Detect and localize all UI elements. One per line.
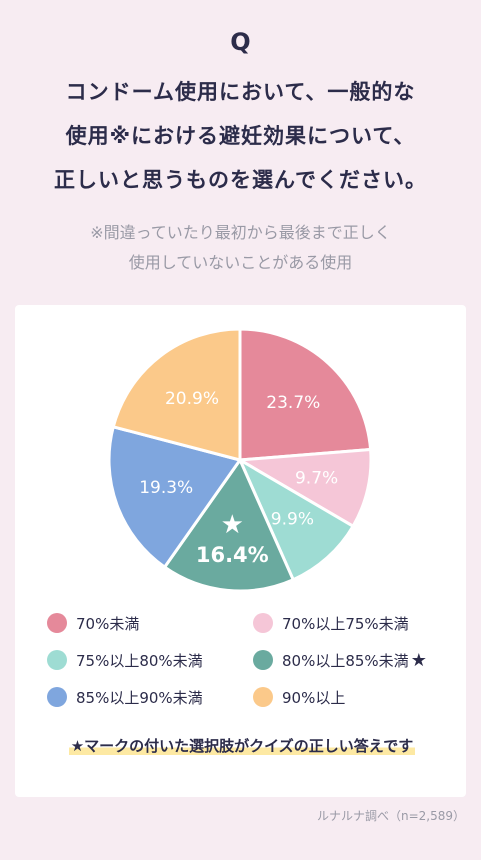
slice-value-label: 16.4% xyxy=(196,543,269,567)
pie-slice xyxy=(238,327,373,462)
legend-label: 75%以上80%未満 xyxy=(76,651,203,670)
legend-swatch xyxy=(47,687,67,707)
legend-item: 75%以上80%未満 xyxy=(47,646,203,674)
legend-label: 85%以上90%未満 xyxy=(76,688,203,707)
legend-swatch xyxy=(253,687,273,707)
legend-item: 70%未満 xyxy=(47,609,139,637)
question-line: コンドーム使用において、一般的な xyxy=(65,80,416,104)
pie-slice xyxy=(163,458,295,593)
legend-swatch xyxy=(253,613,273,633)
legend-swatch xyxy=(47,650,67,670)
legend-item: 80%以上85%未満 ★ xyxy=(253,646,427,674)
note-line: 使用していないことがある使用 xyxy=(128,253,353,272)
pie-chart: 23.7% 9.7% 9.9% ★ 16.4% 19.3% 20.9% xyxy=(107,327,373,593)
source-credit: ルナルナ調べ（n=2,589） xyxy=(316,809,465,823)
question-text: コンドーム使用において、一般的な 使用※における避妊効果について、 正しいと思う… xyxy=(0,70,481,202)
slice-value-label: 19.3% xyxy=(139,478,193,498)
slice-value-label: 9.7% xyxy=(295,469,338,489)
legend-swatch xyxy=(253,650,273,670)
legend-item: 90%以上 xyxy=(253,683,345,711)
note-line: ※間違っていたり最初から最後まで正しく xyxy=(90,223,391,242)
chart-card: 23.7% 9.7% 9.9% ★ 16.4% 19.3% 20.9% 70%未満 70%以上… xyxy=(15,305,466,797)
legend-label: 70%未満 xyxy=(76,614,140,633)
legend-swatch xyxy=(47,613,67,633)
chart-legend: 70%未満 70%以上75%未満 75%以上80%未満 80%以上85%未満 ★ 85%以… xyxy=(47,609,457,719)
usage-note: ※間違っていたり最初から最後まで正しく 使用していないことがある使用 xyxy=(0,218,481,278)
legend-item: 70%以上75%未満 xyxy=(253,609,409,637)
pie-slice xyxy=(238,458,355,582)
pie-slice xyxy=(111,327,242,462)
legend-label: 90%以上 xyxy=(282,688,346,707)
legend-label: 70%以上75%未満 xyxy=(282,614,409,633)
answer-footnote-text: ★マークの付いた選択肢がクイズの正しい答えです xyxy=(68,737,416,755)
question-line: 使用※における避妊効果について、 xyxy=(65,124,416,148)
pie-slice xyxy=(238,448,373,528)
slice-value-label: 23.7% xyxy=(266,393,320,413)
slice-value-label: 9.9% xyxy=(271,510,314,530)
correct-answer-star-icon: ★ xyxy=(221,510,244,540)
answer-footnote: ★マークの付いた選択肢がクイズの正しい答えです xyxy=(37,735,447,756)
legend-label: 80%以上85%未満 xyxy=(282,651,409,670)
star-icon: ★ xyxy=(410,649,427,671)
question-line: 正しいと思うものを選んでください。 xyxy=(54,168,427,192)
pie-slice xyxy=(107,425,242,569)
legend-item: 85%以上90%未満 xyxy=(47,683,203,711)
slice-value-label: 20.9% xyxy=(165,389,219,409)
question-mark-label: Q xyxy=(230,28,251,56)
